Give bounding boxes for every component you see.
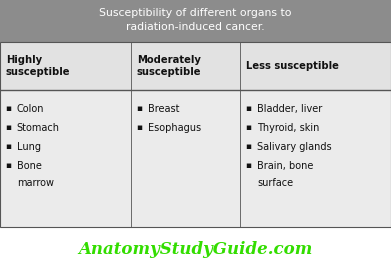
Text: ▪: ▪ bbox=[246, 104, 252, 113]
Text: Brain, bone: Brain, bone bbox=[257, 161, 314, 171]
Text: Bone: Bone bbox=[17, 161, 42, 171]
Text: AnatomyStudyGuide.com: AnatomyStudyGuide.com bbox=[78, 241, 313, 258]
Text: Colon: Colon bbox=[17, 104, 44, 114]
Bar bbox=[0, 0, 391, 42]
Bar bbox=[0, 42, 391, 227]
Text: Highly
susceptible: Highly susceptible bbox=[6, 55, 70, 77]
Text: ▪: ▪ bbox=[5, 104, 11, 113]
Text: Thyroid, skin: Thyroid, skin bbox=[257, 123, 320, 133]
Text: Salivary glands: Salivary glands bbox=[257, 142, 332, 152]
Text: ▪: ▪ bbox=[5, 123, 11, 132]
Text: ▪: ▪ bbox=[246, 142, 252, 151]
Text: marrow: marrow bbox=[17, 178, 54, 188]
Text: Lung: Lung bbox=[17, 142, 41, 152]
Text: ▪: ▪ bbox=[136, 104, 142, 113]
Text: ▪: ▪ bbox=[5, 161, 11, 170]
Bar bbox=[0, 42, 391, 90]
Text: Stomach: Stomach bbox=[17, 123, 60, 133]
Bar bbox=[0, 90, 391, 227]
Text: ▪: ▪ bbox=[246, 123, 252, 132]
Text: ▪: ▪ bbox=[136, 123, 142, 132]
Text: Less susceptible: Less susceptible bbox=[246, 61, 339, 71]
Text: Breast: Breast bbox=[148, 104, 179, 114]
Text: Bladder, liver: Bladder, liver bbox=[257, 104, 323, 114]
Text: ▪: ▪ bbox=[5, 142, 11, 151]
Text: Esophagus: Esophagus bbox=[148, 123, 201, 133]
Text: ▪: ▪ bbox=[246, 161, 252, 170]
Text: surface: surface bbox=[257, 178, 293, 188]
Text: Susceptibility of different organs to
radiation-induced cancer.: Susceptibility of different organs to ra… bbox=[99, 8, 292, 32]
Text: Moderately
susceptible: Moderately susceptible bbox=[137, 55, 201, 77]
